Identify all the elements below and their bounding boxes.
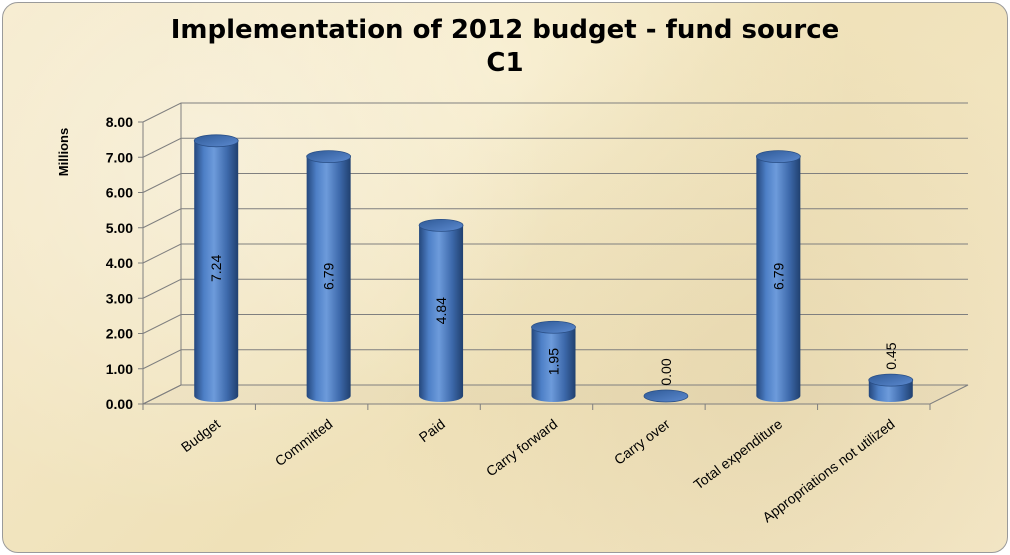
bar xyxy=(418,218,464,402)
chart-subtitle: C1 xyxy=(486,48,524,78)
bar-body xyxy=(306,156,351,402)
gridline xyxy=(142,243,968,264)
axes xyxy=(138,103,969,410)
data-label: 1.95 xyxy=(546,348,562,375)
y-tick-label: 0.00 xyxy=(106,396,133,412)
y-axis-title: Millions xyxy=(56,128,71,176)
bar-body xyxy=(756,156,801,402)
gridline xyxy=(142,173,968,193)
gridline xyxy=(142,137,968,158)
data-label: 6.79 xyxy=(770,262,786,289)
bar-body xyxy=(531,327,576,402)
y-tick-label: 2.00 xyxy=(106,326,133,342)
bar-top xyxy=(418,218,464,232)
x-tick-label: Total expenditure xyxy=(690,415,785,492)
y-tick-label: 5.00 xyxy=(106,220,133,236)
y-tick-label: 8.00 xyxy=(106,114,133,130)
y-tick-label: 7.00 xyxy=(106,149,133,165)
y-tick-label: 1.00 xyxy=(106,361,133,377)
bar xyxy=(868,373,914,402)
bar-body xyxy=(194,140,239,403)
data-label: 0.45 xyxy=(883,342,899,369)
chart-floor xyxy=(142,384,969,405)
bar xyxy=(531,320,576,402)
bar xyxy=(306,150,352,402)
x-tick-label: Carry over xyxy=(611,415,673,467)
bar-top xyxy=(643,389,689,403)
gridline xyxy=(142,208,968,229)
bar xyxy=(643,389,689,403)
bar-top xyxy=(306,150,352,164)
bar xyxy=(193,134,239,403)
data-label: 0.00 xyxy=(658,358,674,385)
gridline xyxy=(142,278,968,299)
data-label: 6.79 xyxy=(321,262,337,289)
x-tick-label: Paid xyxy=(416,416,448,446)
data-label: 4.84 xyxy=(433,297,449,324)
x-tick-label: Committed xyxy=(272,416,336,470)
bar-body xyxy=(419,225,464,402)
bars xyxy=(193,134,914,403)
bar-top xyxy=(868,373,914,387)
gridline xyxy=(142,102,968,123)
y-tick-label: 6.00 xyxy=(106,185,133,201)
chart-title: Implementation of 2012 budget - fund sou… xyxy=(170,15,840,45)
x-tick-label: Budget xyxy=(178,416,223,456)
bar-top xyxy=(531,320,576,334)
x-tick-label: Carry forward xyxy=(483,416,560,480)
bar xyxy=(755,150,801,402)
bar-top xyxy=(755,150,801,164)
data-label: 7.24 xyxy=(208,255,224,282)
bar-top xyxy=(193,134,239,148)
y-tick-label: 4.00 xyxy=(106,255,133,271)
y-tick-label: 3.00 xyxy=(106,290,133,306)
